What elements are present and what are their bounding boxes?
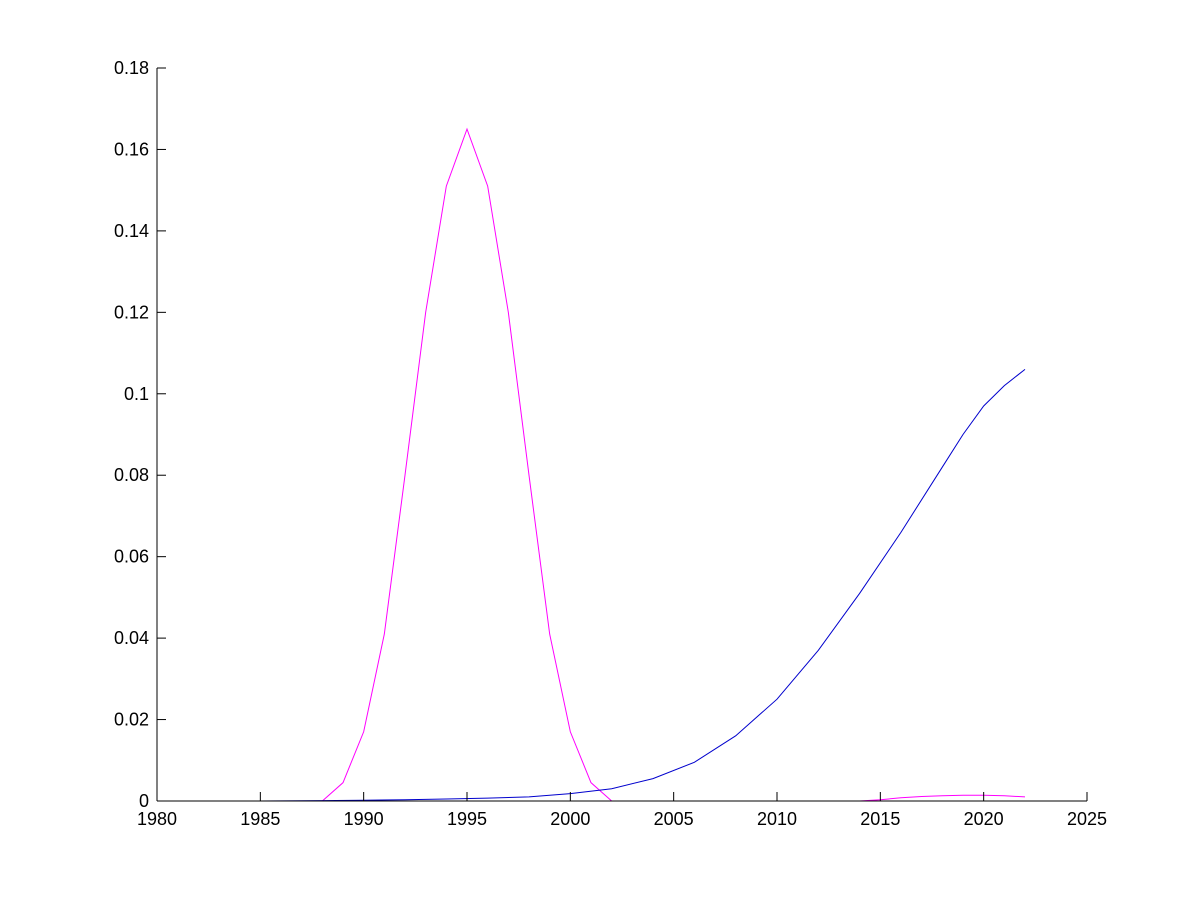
x-tick-label: 2000 <box>550 809 590 829</box>
y-tick-label: 0.18 <box>114 58 149 78</box>
y-tick-label: 0.1 <box>124 384 149 404</box>
x-tick-label: 2025 <box>1067 809 1107 829</box>
x-tick-label: 2010 <box>757 809 797 829</box>
x-tick-label: 2020 <box>964 809 1004 829</box>
y-tick-label: 0.12 <box>114 302 149 322</box>
x-tick-label: 1990 <box>344 809 384 829</box>
y-tick-label: 0.08 <box>114 465 149 485</box>
x-tick-label: 2015 <box>860 809 900 829</box>
series-layer <box>157 127 1026 802</box>
y-tick-label: 0.04 <box>114 628 149 648</box>
y-tick-label: 0.02 <box>114 710 149 730</box>
axes-layer: 1980 1985 1990 1995 2000 2005 2010 2015 2020 2025… <box>114 58 1107 829</box>
x-tick-label: 2005 <box>654 809 694 829</box>
series-line-1 <box>157 127 1026 802</box>
x-tick-label: 1980 <box>137 809 177 829</box>
y-tick-label: 0.16 <box>114 139 149 159</box>
y-tick-label: 0.14 <box>114 221 149 241</box>
x-tick-label: 1995 <box>447 809 487 829</box>
series-line-2 <box>157 368 1026 802</box>
y-tick-label: 0 <box>139 791 149 811</box>
x-tick-label: 1985 <box>240 809 280 829</box>
y-tick-label: 0.06 <box>114 547 149 567</box>
